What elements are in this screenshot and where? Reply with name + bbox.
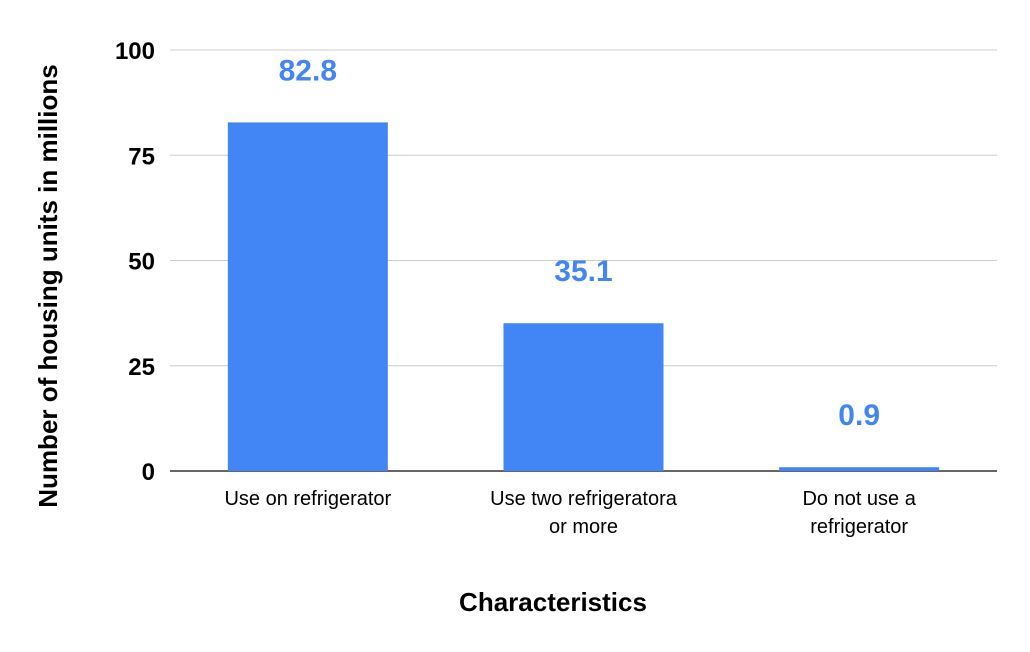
bar [779, 467, 940, 471]
x-axis-title: Characteristics [459, 587, 647, 617]
x-category-label-line: Use two refrigeratora [490, 488, 678, 510]
x-category-label: Use on refrigerator [224, 488, 391, 510]
y-axis-title: Number of housing units in millions [33, 64, 63, 507]
data-label: 0.9 [838, 399, 880, 432]
data-label: 35.1 [554, 255, 612, 288]
y-tick-label: 50 [128, 249, 155, 276]
x-axis-categories: Use on refrigerator Use two refrigeratora… [224, 488, 916, 538]
bars [227, 122, 940, 472]
y-axis-ticks: 0 25 50 75 100 [115, 38, 155, 486]
y-tick-label: 25 [128, 354, 155, 381]
bar [503, 323, 664, 471]
x-category-label: Do not use a refrigerator [802, 488, 916, 538]
x-category-label-line: Use on refrigerator [224, 488, 391, 510]
x-category-label: Use two refrigeratora or more [490, 488, 678, 538]
x-category-label-line: or more [549, 516, 618, 538]
data-labels: 82.8 35.1 0.9 [279, 54, 880, 432]
x-category-label-line: Do not use a [802, 488, 916, 510]
data-label: 82.8 [279, 54, 337, 87]
y-tick-label: 100 [115, 38, 155, 65]
y-tick-label: 75 [128, 143, 155, 170]
y-tick-label: 0 [142, 459, 155, 486]
x-category-label-line: refrigerator [810, 516, 908, 538]
bar [227, 122, 388, 472]
